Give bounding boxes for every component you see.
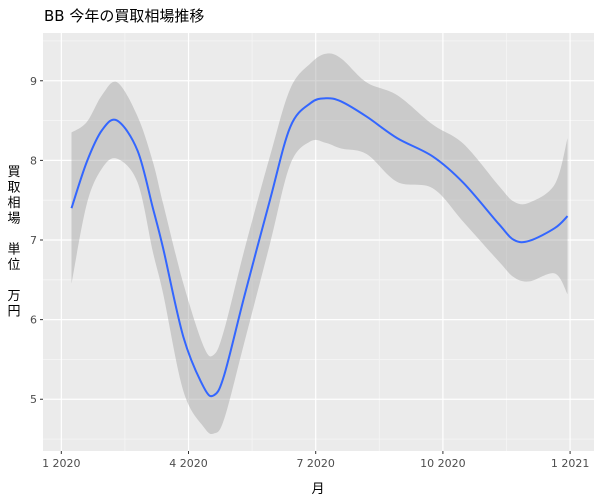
- y-axis-ticks: 5 6 7 8 9: [30, 75, 43, 406]
- y-tick-label: 8: [30, 154, 37, 167]
- y-tick-label: 9: [30, 75, 37, 88]
- smoothed-line: [70, 97, 569, 398]
- y-tick-label: 7: [30, 234, 37, 247]
- y-label-char: 単: [7, 242, 20, 258]
- major-gridlines: [43, 33, 594, 451]
- x-tick-label: 10 2020: [420, 457, 466, 470]
- x-tick-label: 1 2021: [551, 457, 590, 470]
- y-label-char: 円: [7, 305, 20, 320]
- chart-title: BB 今年の買取相場推移: [44, 7, 204, 25]
- plot-panel: [43, 33, 594, 451]
- x-tick-label: 7 2020: [296, 457, 335, 470]
- x-axis-ticks: 1 2020 4 2020 7 2020 10 2020 1 2021: [42, 451, 589, 470]
- x-axis-label: 月: [311, 482, 324, 497]
- y-label-char: 取: [7, 181, 20, 196]
- y-label-char: 場: [7, 212, 20, 227]
- y-label-char: 万: [7, 289, 20, 304]
- y-label-char: 位: [7, 258, 20, 273]
- x-tick-label: 4 2020: [169, 457, 208, 470]
- y-label-char: 相: [7, 196, 20, 211]
- confidence-band: [71, 53, 568, 435]
- y-tick-label: 6: [30, 314, 37, 327]
- y-label-char: 買: [7, 165, 20, 180]
- minor-gridlines: [43, 33, 594, 451]
- y-tick-label: 5: [30, 393, 37, 406]
- x-tick-label: 1 2020: [42, 457, 81, 470]
